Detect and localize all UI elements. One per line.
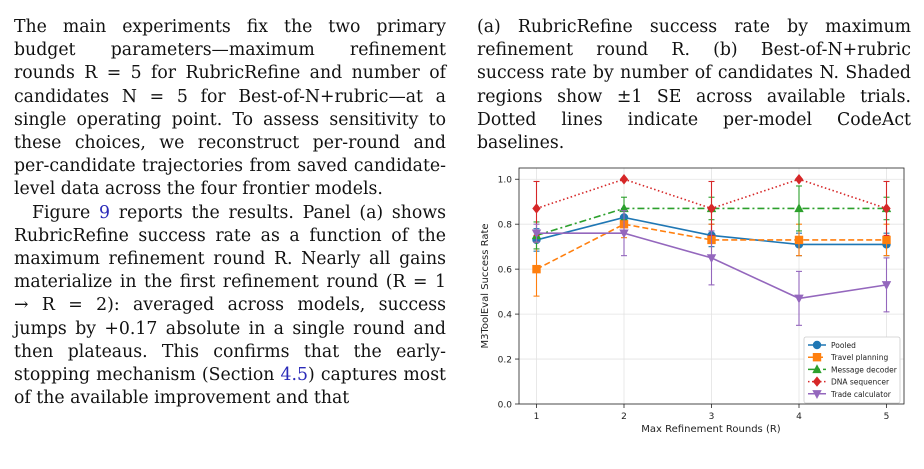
data-point — [531, 229, 542, 239]
y-tick-label: 0.6 — [498, 266, 513, 276]
paragraph-2-end: ) captures most of the available improve… — [14, 365, 447, 409]
legend-label: Trade calculator — [830, 390, 892, 399]
data-point — [882, 203, 891, 214]
x-axis-label: Max Refinement Rounds (R) — [641, 424, 781, 435]
x-axis: 1 2 3 4 5 — [534, 404, 890, 422]
legend-marker — [812, 353, 822, 362]
data-point — [882, 235, 891, 245]
y-axis-label: M3ToolEval Success Rate — [480, 223, 491, 348]
data-point — [794, 294, 804, 304]
legend-marker — [812, 376, 822, 387]
data-point — [794, 203, 804, 213]
data-point — [794, 235, 804, 245]
paragraph-2: Figure 9 reports the results. Panel (a) … — [14, 202, 446, 411]
y-tick-label: 0.4 — [498, 311, 513, 321]
data-point — [619, 174, 629, 185]
legend-label: Message decoder — [831, 365, 898, 374]
data-point — [532, 264, 541, 274]
data-point — [619, 229, 629, 239]
data-point — [619, 203, 629, 213]
legend-label: Travel planning — [830, 353, 888, 362]
series-trade-calculator — [531, 210, 892, 326]
x-tick-label: 4 — [796, 412, 802, 422]
y-tick-label: 0.8 — [498, 221, 513, 231]
x-tick-label: 2 — [621, 412, 627, 422]
legend-label: Pooled — [831, 341, 856, 350]
y-axis: 0.0 0.2 0.4 0.6 0.8 1.0 — [498, 176, 519, 411]
y-tick-label: 0.0 — [498, 401, 513, 411]
legend-marker — [812, 364, 822, 374]
body-text-column: The main experiments fix the two primary… — [14, 16, 446, 410]
series-group — [531, 174, 892, 326]
figure-caption: (a) RubricRefine success rate by maximum… — [477, 17, 911, 154]
data-point — [881, 281, 892, 291]
legend-marker — [812, 390, 822, 399]
data-point — [532, 203, 541, 214]
legend-marker — [812, 340, 822, 350]
paragraph-1: The main experiments fix the two primary… — [14, 17, 446, 200]
data-point — [706, 254, 717, 264]
section-reference-link[interactable]: 4.5 — [280, 365, 308, 386]
series-line — [536, 207, 887, 237]
x-tick-label: 5 — [884, 412, 890, 422]
x-tick-label: 3 — [709, 412, 715, 422]
legend-box — [803, 336, 901, 404]
series-dna-sequencer — [532, 174, 891, 236]
data-point — [794, 174, 804, 185]
chart-legend: Pooled Travel planning Message decoder DNA … — [803, 336, 901, 404]
legend-label: DNA sequencer — [831, 378, 890, 387]
success-rate-chart: 0.0 0.2 0.4 0.6 0.8 1.0 1 2 3 4 5 Max Refinement … — [480, 167, 905, 435]
data-point — [707, 203, 716, 214]
paragraph-2-start: Figure — [32, 202, 99, 223]
x-tick-label: 1 — [534, 412, 540, 422]
y-tick-label: 1.0 — [498, 176, 513, 186]
figure-reference-link[interactable]: 9 — [98, 202, 110, 223]
paragraph-2-middle: reports the results. Panel (a) shows Rub… — [14, 202, 446, 386]
y-tick-label: 0.2 — [498, 356, 512, 366]
series-line — [536, 223, 887, 270]
